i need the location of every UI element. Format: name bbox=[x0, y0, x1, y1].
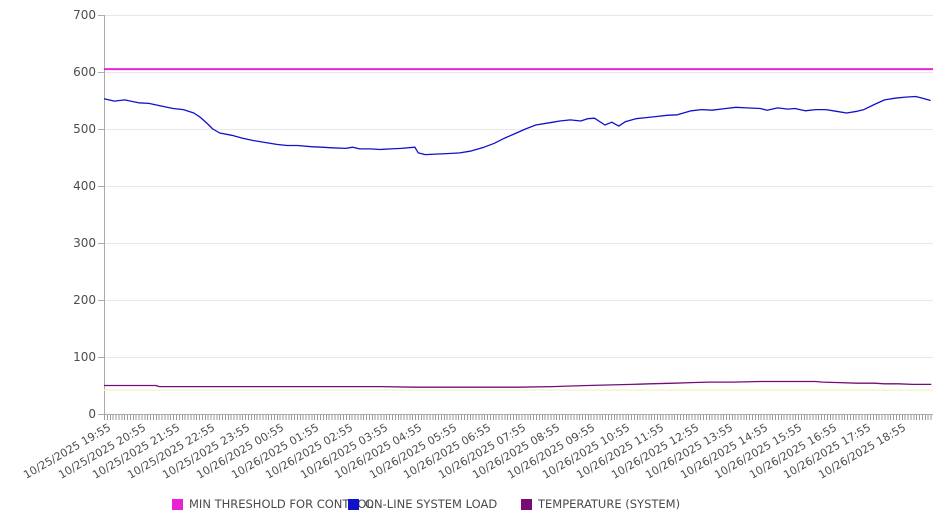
gridline bbox=[104, 15, 933, 16]
x-axis-minor-ticks bbox=[104, 415, 933, 420]
legend-label-min-threshold: MIN THRESHOLD FOR CONTROL bbox=[189, 497, 373, 511]
y-tick-label: 100 bbox=[73, 350, 96, 364]
y-tick-label: 700 bbox=[73, 8, 96, 22]
gridline bbox=[104, 300, 933, 301]
y-tick-label: 600 bbox=[73, 65, 96, 79]
x-axis-line bbox=[104, 414, 933, 415]
y-tick-mark bbox=[98, 300, 104, 301]
y-tick-label: 500 bbox=[73, 122, 96, 136]
y-tick-mark bbox=[98, 15, 104, 16]
y-tick-label: 200 bbox=[73, 293, 96, 307]
legend-item-online-system-load[interactable]: ON-LINE SYSTEM LOAD bbox=[348, 498, 497, 511]
y-axis-line bbox=[104, 15, 105, 420]
y-tick-mark bbox=[98, 129, 104, 130]
y-tick-label: 300 bbox=[73, 236, 96, 250]
gridline bbox=[104, 357, 933, 358]
gridline bbox=[104, 186, 933, 187]
y-tick-mark bbox=[98, 357, 104, 358]
legend-swatch-online-system-load-icon bbox=[348, 499, 359, 510]
legend-swatch-min-threshold-icon bbox=[172, 499, 183, 510]
legend-label-temperature-system: TEMPERATURE (SYSTEM) bbox=[538, 497, 681, 511]
y-tick-mark bbox=[98, 414, 104, 415]
y-tick-label: 0 bbox=[88, 407, 96, 421]
y-tick-label: 400 bbox=[73, 179, 96, 193]
gridline bbox=[104, 243, 933, 244]
y-tick-mark bbox=[98, 186, 104, 187]
legend-item-temperature-system[interactable]: TEMPERATURE (SYSTEM) bbox=[521, 498, 680, 511]
legend-item-min-threshold-for-control[interactable]: MIN THRESHOLD FOR CONTROL bbox=[172, 498, 373, 511]
gridline bbox=[104, 72, 933, 73]
y-tick-mark bbox=[98, 72, 104, 73]
legend-swatch-temperature-system-icon bbox=[521, 499, 532, 510]
y-tick-mark bbox=[98, 243, 104, 244]
gridline bbox=[104, 129, 933, 130]
legend-label-online-system-load: ON-LINE SYSTEM LOAD bbox=[365, 497, 498, 511]
